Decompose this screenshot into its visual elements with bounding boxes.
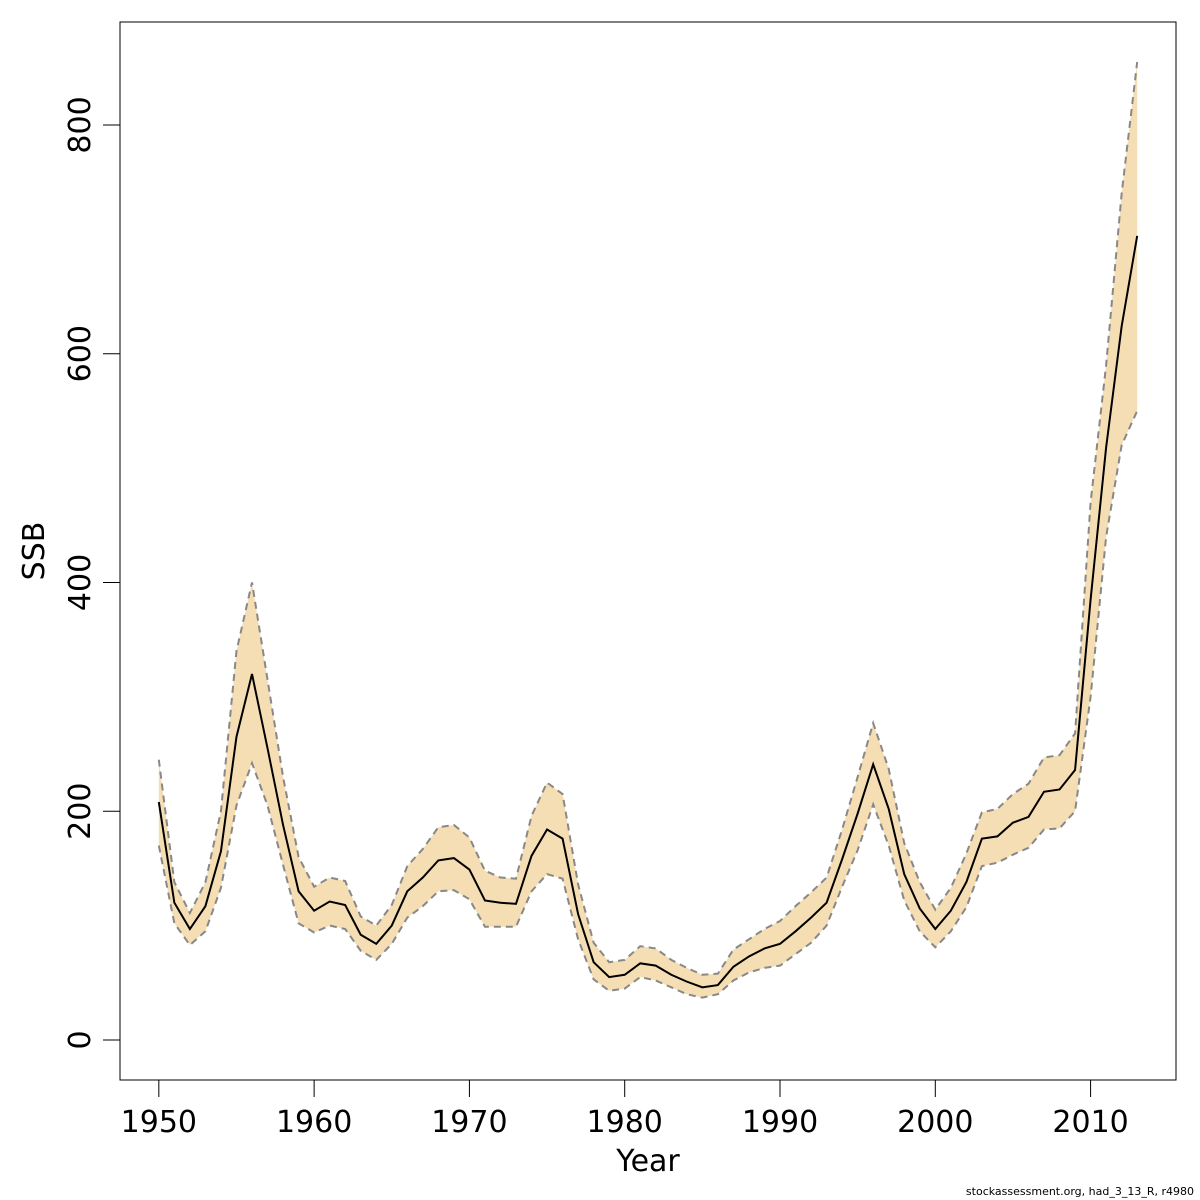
footer-credit: stockassessment.org, had_3_13_R, r4980: [965, 1185, 1194, 1198]
ssb-series-line-layer: [157, 235, 1139, 989]
y-tick-label: 800: [63, 96, 98, 153]
lower-bound-line: [157, 410, 1139, 999]
y-tick-label: 200: [63, 783, 98, 840]
x-tick-label: 1960: [276, 1105, 352, 1140]
x-tick-label: 1970: [431, 1105, 507, 1140]
x-axis: 1950 1960 1970 1980 1990 2000 2010: [121, 1079, 1129, 1140]
upper-bound-line: [157, 61, 1139, 976]
x-tick-label: 2000: [897, 1105, 973, 1140]
x-axis-title: Year: [615, 1144, 680, 1179]
x-tick-label: 1990: [742, 1105, 818, 1140]
y-tick-label: 0: [63, 1030, 98, 1049]
y-tick-label: 400: [63, 554, 98, 611]
y-tick-label: 600: [63, 325, 98, 382]
x-tick-label: 1980: [587, 1105, 663, 1140]
x-tick-label: 2010: [1052, 1105, 1128, 1140]
x-tick-label: 1950: [121, 1105, 197, 1140]
y-axis: 0 200 400 600 800: [63, 96, 121, 1050]
y-axis-title: SSB: [17, 522, 52, 581]
confidence-bound-lines: [157, 61, 1139, 999]
ssb-estimate-line: [157, 235, 1139, 989]
